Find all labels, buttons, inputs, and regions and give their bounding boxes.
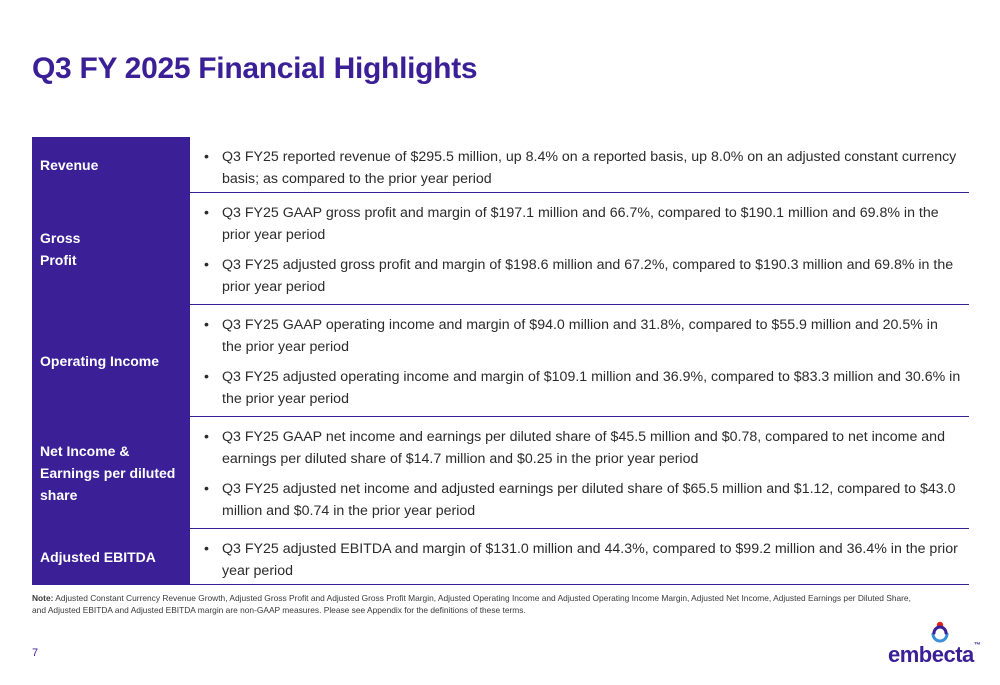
row-label: Operating Income xyxy=(40,352,160,369)
page-number: 7 xyxy=(32,647,39,659)
row-label: Net Income & Earnings per diluted share xyxy=(40,442,176,503)
bullet-item: Q3 FY25 reported revenue of $295.5 milli… xyxy=(202,146,961,190)
row-label-cell: Revenue xyxy=(32,137,190,194)
note-text: Adjusted Constant Currency Revenue Growt… xyxy=(32,593,911,615)
table-row-operating-income: Operating Income Q3 FY25 GAAP operating … xyxy=(32,305,969,418)
embecta-logo: embecta™ xyxy=(888,620,981,670)
bullet-item: Q3 FY25 GAAP net income and earnings per… xyxy=(202,426,961,470)
row-label-cell: Operating Income xyxy=(32,305,190,418)
row-label: Gross Profit xyxy=(40,229,81,268)
row-label-cell: Adjusted EBITDA xyxy=(32,529,190,584)
table-row-gross-profit: Gross Profit Q3 FY25 GAAP gross profit a… xyxy=(32,193,969,306)
table-row-revenue: Revenue Q3 FY25 reported revenue of $295… xyxy=(32,137,969,194)
bullet-item: Q3 FY25 adjusted EBITDA and margin of $1… xyxy=(202,538,961,582)
bullet-item: Q3 FY25 adjusted gross profit and margin… xyxy=(202,254,961,298)
highlights-table: Revenue Q3 FY25 reported revenue of $295… xyxy=(32,137,969,585)
bullet-item: Q3 FY25 adjusted net income and adjusted… xyxy=(202,478,961,522)
row-content: Q3 FY25 reported revenue of $295.5 milli… xyxy=(190,137,969,192)
row-label-cell: Gross Profit xyxy=(32,193,190,306)
logo-text: embecta xyxy=(888,642,974,667)
bullet-item: Q3 FY25 GAAP gross profit and margin of … xyxy=(202,202,961,246)
page-title: Q3 FY 2025 Financial Highlights xyxy=(32,52,478,85)
row-content: Q3 FY25 adjusted EBITDA and margin of $1… xyxy=(190,529,969,584)
logo-trademark: ™ xyxy=(973,642,981,649)
bullet-item: Q3 FY25 adjusted operating income and ma… xyxy=(202,366,961,410)
row-label: Revenue xyxy=(40,156,99,173)
row-content: Q3 FY25 GAAP net income and earnings per… xyxy=(190,417,969,528)
footnote: Note: Adjusted Constant Currency Revenue… xyxy=(32,592,912,616)
row-label-cell: Net Income & Earnings per diluted share xyxy=(32,417,190,530)
bullet-item: Q3 FY25 GAAP operating income and margin… xyxy=(202,314,961,358)
row-label: Adjusted EBITDA xyxy=(40,548,156,565)
note-label: Note: xyxy=(32,593,54,603)
table-row-adjusted-ebitda: Adjusted EBITDA Q3 FY25 adjusted EBITDA … xyxy=(32,529,969,585)
table-row-net-income: Net Income & Earnings per diluted share … xyxy=(32,417,969,530)
logo-mark-icon xyxy=(931,621,949,643)
row-content: Q3 FY25 GAAP operating income and margin… xyxy=(190,305,969,416)
row-content: Q3 FY25 GAAP gross profit and margin of … xyxy=(190,193,969,304)
